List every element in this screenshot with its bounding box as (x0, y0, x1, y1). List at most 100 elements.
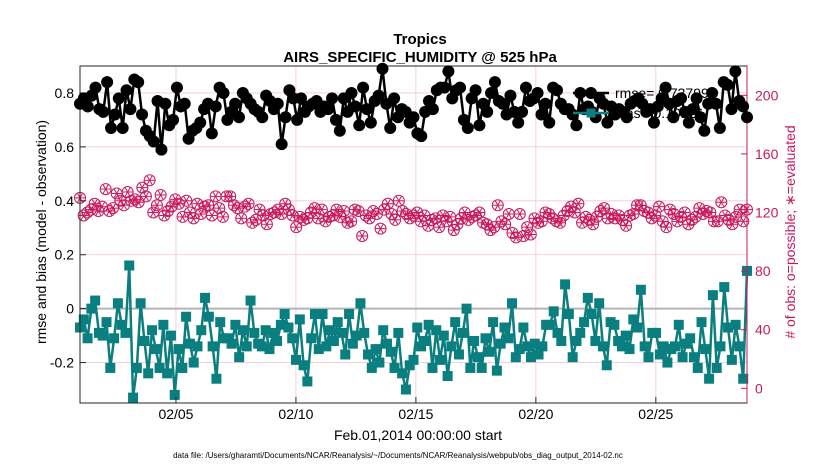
bias-point (237, 325, 248, 336)
rmse-point (256, 111, 269, 124)
rmse-point (469, 84, 482, 97)
bias-point (700, 344, 711, 355)
bias-point (385, 346, 396, 357)
legend: rmse= 0.73799 bias=-0.10116 (573, 85, 709, 121)
rmse-point (345, 86, 358, 99)
obs-evaluated-point (518, 231, 529, 241)
obs-evaluated-point (155, 190, 166, 200)
obs-evaluated-point (628, 209, 639, 219)
obs-possible-point (506, 227, 519, 240)
legend-bias-label: bias=-0.10116 (615, 105, 703, 121)
obs-possible-point (290, 221, 303, 234)
obs-evaluated-point (258, 210, 269, 221)
bias-point (97, 330, 108, 341)
bias-point (245, 295, 256, 306)
rmse-point (353, 119, 366, 132)
obs-evaluated-point (206, 210, 217, 221)
y-axis-right-label: # of obs: o=possible; ∗=evaluated (782, 125, 798, 338)
obs-evaluated-point (232, 203, 243, 213)
bias-point (673, 319, 684, 330)
obs-possible-point (521, 221, 534, 234)
bias-point (147, 325, 158, 336)
bias-point (480, 333, 491, 344)
rmse-point (147, 135, 160, 148)
bias-point (435, 354, 446, 365)
obs-evaluated-point (650, 210, 661, 221)
bias-point (135, 298, 146, 309)
bias-point (461, 303, 472, 314)
obs-possible-point (99, 183, 112, 196)
legend-rmse-label: rmse= 0.73799 (615, 85, 709, 101)
obs-evaluated-point (705, 207, 716, 218)
bias-point (203, 311, 214, 322)
bias-point (730, 319, 741, 330)
bias-point (685, 333, 696, 344)
obs-evaluated-point (525, 229, 536, 240)
rmse-point (737, 100, 750, 113)
obs-evaluated-point (606, 209, 617, 219)
x-tick-label: 02/05 (158, 406, 193, 422)
obs-evaluated-point (441, 216, 452, 226)
x-tick-label: 02/25 (638, 406, 673, 422)
obs-evaluated-point (107, 203, 118, 213)
bias-point (719, 282, 730, 293)
bias-point (586, 309, 597, 320)
bias-point (200, 292, 211, 303)
rmse-point (376, 62, 389, 75)
bias-point (438, 330, 449, 341)
bias-point (738, 373, 749, 384)
bias-point (109, 333, 120, 344)
bias-point (696, 317, 707, 328)
bias-point (211, 373, 222, 384)
bias-point (427, 362, 438, 373)
rmse-point (741, 111, 753, 124)
obs-evaluated-point (162, 206, 173, 216)
bias-point (124, 260, 135, 271)
bias-point (495, 338, 506, 349)
rmse-point (675, 92, 688, 105)
rmse-point (97, 105, 110, 118)
obs-possible-point (491, 199, 504, 212)
obs-possible-point (557, 209, 570, 222)
rmse-point (105, 122, 118, 135)
obs-evaluated-point (261, 219, 272, 229)
obs-possible-point (433, 221, 446, 234)
rmse-series (74, 62, 753, 156)
bias-point (230, 319, 241, 330)
obs-evaluated-point (654, 202, 665, 212)
obs-possible-point (587, 218, 600, 231)
bias-point (82, 333, 93, 344)
bias-point (594, 298, 605, 309)
bias-point (412, 322, 423, 333)
rmse-point (167, 113, 180, 126)
obs-possible-point (121, 186, 134, 199)
bias-series (75, 260, 752, 403)
obs-evaluated-point (316, 205, 327, 215)
rmse-point (360, 103, 373, 116)
bias-point (507, 298, 518, 309)
bias-point (442, 371, 453, 382)
rmse-point (372, 89, 385, 102)
bias-point (207, 341, 218, 352)
bias-point (298, 360, 309, 371)
obs-possible-point (374, 222, 387, 235)
y-left-tick-label: 0.8 (55, 85, 75, 101)
bias-point (169, 389, 180, 400)
bias-point (499, 322, 510, 333)
obs-evaluated-point (393, 196, 404, 206)
obs-possible-point (605, 207, 618, 220)
obs-possible-point (161, 205, 174, 218)
rmse-point (667, 111, 680, 124)
obs-possible-point (308, 202, 321, 215)
bias-point (143, 368, 154, 379)
y-right-tick-label: 160 (755, 146, 779, 162)
bias-point (283, 322, 294, 333)
obs-evaluated-point (716, 197, 727, 207)
obs-possible-point (627, 207, 640, 220)
obs-evaluated-point (320, 216, 331, 226)
bias-point (158, 319, 169, 330)
chart-title-line1: Tropics (393, 31, 446, 48)
obs-evaluated-point (291, 222, 302, 232)
obs-evaluated-point (412, 207, 423, 218)
bias-point (484, 346, 495, 357)
